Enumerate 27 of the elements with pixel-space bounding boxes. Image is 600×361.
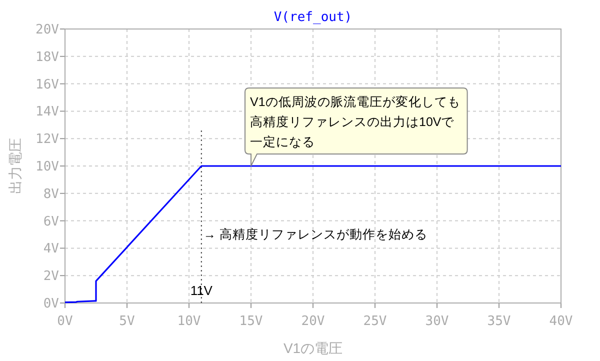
x-tick-label: 25V: [363, 314, 387, 329]
x-tick-label: 35V: [487, 314, 511, 329]
x-tick-label: 5V: [119, 314, 135, 329]
x-axis-title: V1の電圧: [283, 340, 343, 356]
chart-title: V(ref_out): [274, 10, 352, 25]
x-tick-label: 30V: [425, 314, 449, 329]
x-tick-label: 0V: [57, 314, 73, 329]
ref-line-label: 11V: [190, 283, 213, 298]
y-tick-label: 16V: [36, 77, 60, 92]
y-tick-label: 14V: [36, 104, 60, 120]
y-tick-label: 0V: [43, 296, 60, 312]
y-axis-title: 出力電圧: [7, 138, 23, 194]
y-tick-label: 6V: [43, 214, 60, 230]
y-tick-label: 10V: [36, 160, 60, 174]
y-tick-label: 4V: [43, 242, 60, 257]
annotation: V1の低周波の脈流電圧が変化しても高精度リファレンスの出力は10Vで一定になる: [250, 94, 460, 149]
y-tick-label: 12V: [36, 132, 60, 148]
x-tick-label: 15V: [239, 314, 263, 329]
annotation: → 高精度リファレンスが動作を始める: [203, 226, 428, 242]
x-tick-label: 40V: [549, 314, 573, 329]
y-tick-label: 8V: [43, 186, 60, 202]
x-tick-label: 10V: [177, 314, 201, 329]
y-tick-label: 20V: [36, 22, 60, 38]
y-tick-label: 2V: [43, 269, 60, 284]
x-tick-label: 20V: [301, 314, 325, 329]
y-tick-label: 18V: [36, 50, 60, 65]
line-series: [64, 165, 562, 304]
